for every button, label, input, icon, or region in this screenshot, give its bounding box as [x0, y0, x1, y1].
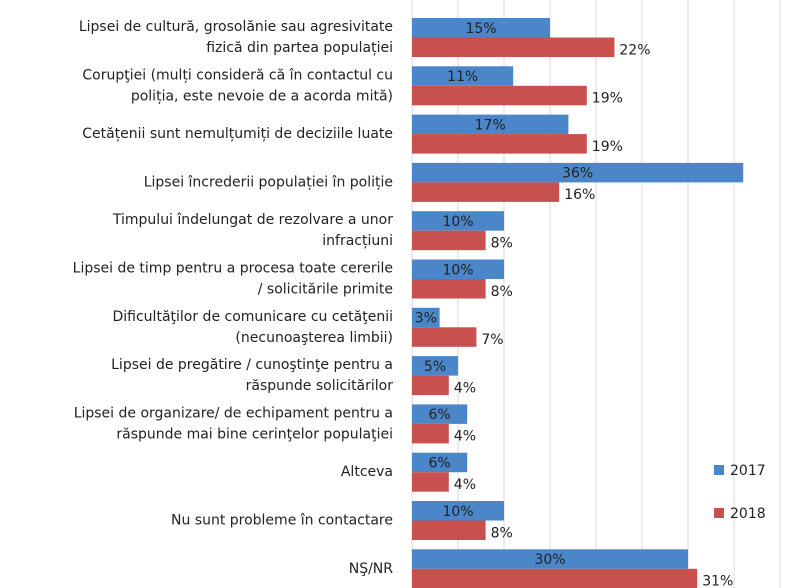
bar [412, 501, 504, 521]
value-label: 36% [562, 166, 593, 182]
bar [412, 549, 688, 569]
bar [412, 327, 477, 347]
value-label: 10% [442, 504, 473, 520]
category-label: Lipsei de cultură, grosolănie sau agresi… [79, 19, 393, 56]
value-label: 10% [442, 214, 473, 230]
bar [412, 230, 486, 251]
bar [412, 423, 449, 444]
bar [412, 356, 458, 376]
value-label: 19% [592, 91, 623, 107]
bar [412, 568, 698, 588]
bar [412, 404, 468, 424]
value-label: 5% [424, 359, 446, 375]
bar [412, 259, 504, 279]
bar [412, 85, 587, 106]
value-label: 31% [702, 574, 733, 588]
bar [412, 182, 560, 202]
value-label: 8% [491, 235, 513, 251]
value-label: 3% [415, 311, 437, 327]
category-label: Lipsei de pregătire / cunoştinţe pentru … [111, 357, 393, 394]
value-label: 19% [592, 139, 623, 155]
category-label: Lipsei încrederii populației în poliție [144, 174, 393, 190]
value-label: 30% [534, 552, 565, 568]
value-label: 7% [481, 332, 503, 348]
legend-swatch [714, 465, 724, 475]
value-label: 6% [428, 407, 450, 423]
bar [412, 134, 587, 154]
category-label: Altceva [341, 464, 393, 480]
category-label: Cetățenii sunt nemulțumiți de deciziile … [82, 126, 393, 142]
category-label: Lipsei de organizare/ de echipament pent… [74, 405, 393, 442]
bar [412, 472, 449, 492]
legend-label: 2017 [730, 463, 766, 479]
value-label: 15% [465, 21, 496, 37]
bar [412, 307, 440, 328]
value-label: 10% [442, 262, 473, 278]
bar [412, 452, 468, 473]
legend-label: 2018 [730, 506, 766, 522]
bar [412, 375, 449, 396]
bar [412, 18, 550, 38]
value-label: 4% [454, 429, 476, 445]
value-label: 11% [447, 69, 478, 85]
bar [412, 37, 615, 57]
bar [412, 520, 486, 540]
category-label: Nu sunt probleme în contactare [171, 513, 393, 529]
category-label: NŞ/NR [349, 561, 394, 577]
value-label: 22% [619, 42, 650, 58]
value-label: 8% [491, 525, 513, 541]
bar [412, 114, 569, 135]
value-label: 16% [564, 187, 595, 203]
category-label: Lipsei de timp pentru a procesa toate ce… [73, 261, 393, 298]
value-label: 4% [454, 380, 476, 396]
bar [412, 66, 514, 86]
value-label: 8% [491, 284, 513, 300]
bar [412, 279, 486, 299]
category-label: Corupţiei (mulți consideră că în contact… [82, 67, 393, 104]
bar [412, 211, 504, 231]
value-label: 17% [475, 117, 506, 133]
bar [412, 162, 744, 183]
legend-swatch [714, 508, 724, 518]
category-label: Dificultăţilor de comunicare cu cetăţeni… [113, 309, 394, 346]
value-label: 4% [454, 477, 476, 493]
category-label: Timpului îndelungat de rezolvare a unor i… [112, 212, 393, 249]
value-label: 6% [428, 455, 450, 471]
